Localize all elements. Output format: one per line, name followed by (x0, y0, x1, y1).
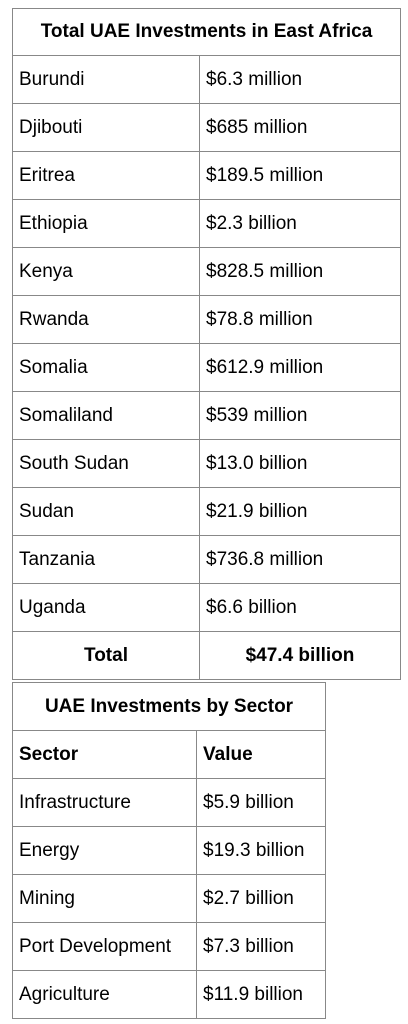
value-cell: $539 million (199, 391, 401, 440)
table-row: Agriculture $11.9 billion (12, 970, 327, 1019)
value-cell: $6.6 billion (199, 583, 401, 632)
table-header-row: Sector Value (12, 730, 327, 779)
value-cell: $78.8 million (199, 295, 401, 344)
sector-cell: Energy (12, 826, 197, 875)
table-row: Ethiopia $2.3 billion (12, 199, 401, 248)
table-title: UAE Investments by Sector (11, 682, 327, 731)
table-title: Total UAE Investments in East Africa (12, 8, 401, 56)
table-title-row: UAE Investments by Sector (11, 682, 327, 731)
table-row: Energy $19.3 billion (12, 826, 327, 875)
country-cell: Rwanda (12, 295, 200, 344)
value-cell: $828.5 million (199, 247, 401, 296)
total-value: $47.4 billion (199, 631, 401, 680)
total-label: Total (12, 631, 200, 680)
table-row: Djibouti $685 million (12, 103, 401, 152)
value-cell: $11.9 billion (195, 970, 327, 1019)
value-cell: $19.3 billion (195, 826, 327, 875)
table-title-row: Total UAE Investments in East Africa (12, 8, 401, 56)
value-cell: $2.3 billion (199, 199, 401, 248)
sector-cell: Mining (12, 874, 197, 923)
sector-cell: Infrastructure (12, 778, 197, 827)
table-row: Tanzania $736.8 million (12, 535, 401, 584)
country-cell: Uganda (12, 583, 200, 632)
total-row: Total $47.4 billion (12, 631, 401, 680)
table-row: Sudan $21.9 billion (12, 487, 401, 536)
table-row: Somalia $612.9 million (12, 343, 401, 392)
sector-cell: Agriculture (12, 970, 197, 1019)
table-row: Mining $2.7 billion (12, 874, 327, 923)
country-cell: Tanzania (12, 535, 200, 584)
table-row: Somaliland $539 million (12, 391, 401, 440)
value-cell: $2.7 billion (195, 874, 327, 923)
value-cell: $6.3 million (199, 55, 401, 104)
table-row: Port Development $7.3 billion (12, 922, 327, 971)
country-cell: Somalia (12, 343, 200, 392)
country-cell: Ethiopia (12, 199, 200, 248)
country-cell: Sudan (12, 487, 200, 536)
value-cell: $5.9 billion (195, 778, 327, 827)
column-header-sector: Sector (12, 730, 197, 779)
table-row: Uganda $6.6 billion (12, 583, 401, 632)
value-cell: $21.9 billion (199, 487, 401, 536)
table-row: Rwanda $78.8 million (12, 295, 401, 344)
value-cell: $13.0 billion (199, 439, 401, 488)
country-cell: Kenya (12, 247, 200, 296)
value-cell: $7.3 billion (195, 922, 327, 971)
country-cell: Djibouti (12, 103, 200, 152)
value-cell: $612.9 million (199, 343, 401, 392)
table-row: Burundi $6.3 million (12, 55, 401, 104)
country-cell: Eritrea (12, 151, 200, 200)
table-row: Eritrea $189.5 million (12, 151, 401, 200)
table-row: Kenya $828.5 million (12, 247, 401, 296)
value-cell: $736.8 million (199, 535, 401, 584)
country-cell: Burundi (12, 55, 200, 104)
column-header-value: Value (195, 730, 327, 779)
value-cell: $189.5 million (199, 151, 401, 200)
table-row: Infrastructure $5.9 billion (12, 778, 327, 827)
table-row: South Sudan $13.0 billion (12, 439, 401, 488)
sector-cell: Port Development (12, 922, 197, 971)
countries-investment-table: Total UAE Investments in East Africa Bur… (12, 8, 401, 680)
value-cell: $685 million (199, 103, 401, 152)
country-cell: South Sudan (12, 439, 200, 488)
country-cell: Somaliland (12, 391, 200, 440)
sector-investment-table: UAE Investments by Sector Sector Value I… (11, 682, 327, 1019)
